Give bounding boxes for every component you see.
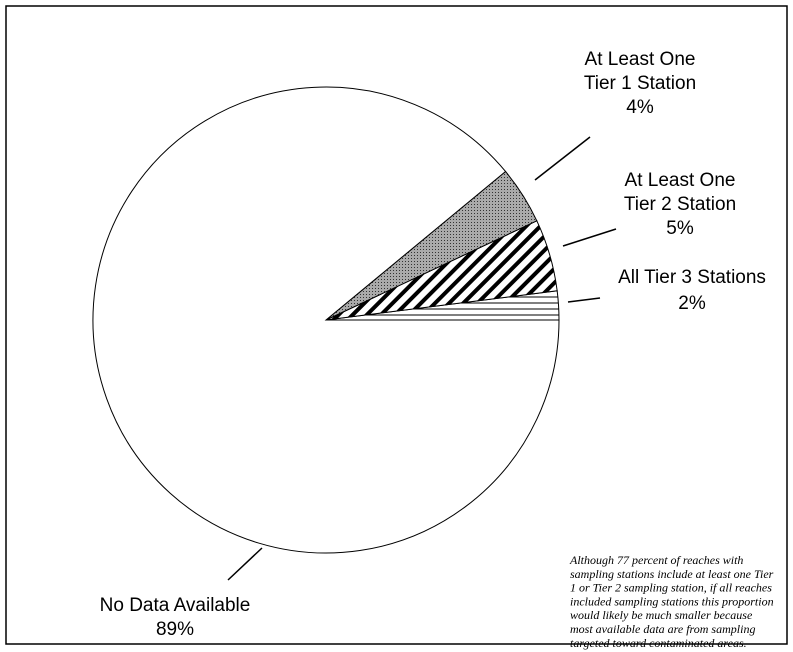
annotation-line: targeted toward contaminated areas. (570, 636, 747, 650)
annotation-line: sampling stations include at least one T… (570, 567, 774, 581)
slice-label: All Tier 3 Stations (618, 267, 766, 288)
slice-value-label: 89% (156, 619, 194, 640)
leader-line (562, 228, 617, 247)
annotation-line: 1 or Tier 2 sampling station, if all rea… (570, 581, 772, 595)
slice-value-label: 4% (626, 97, 654, 118)
pie-slice (92, 86, 560, 554)
slice-label: At Least One Tier 2 Station (624, 170, 736, 215)
slice-value-label: 2% (678, 293, 706, 314)
annotation-line: would likely be much smaller because (570, 608, 753, 622)
annotation-line: Although 77 percent of reaches with (569, 553, 743, 567)
annotation-line: most available data are from sampling (570, 622, 755, 636)
leader-line (534, 136, 591, 181)
slice-value-label: 5% (666, 218, 694, 239)
annotation-line: included sampling stations this proporti… (570, 594, 774, 608)
leader-lines (227, 136, 617, 581)
leader-line (567, 297, 601, 303)
leader-line (227, 547, 263, 581)
slice-label: No Data Available (100, 595, 251, 616)
slice-label: At Least One Tier 1 Station (584, 49, 696, 94)
